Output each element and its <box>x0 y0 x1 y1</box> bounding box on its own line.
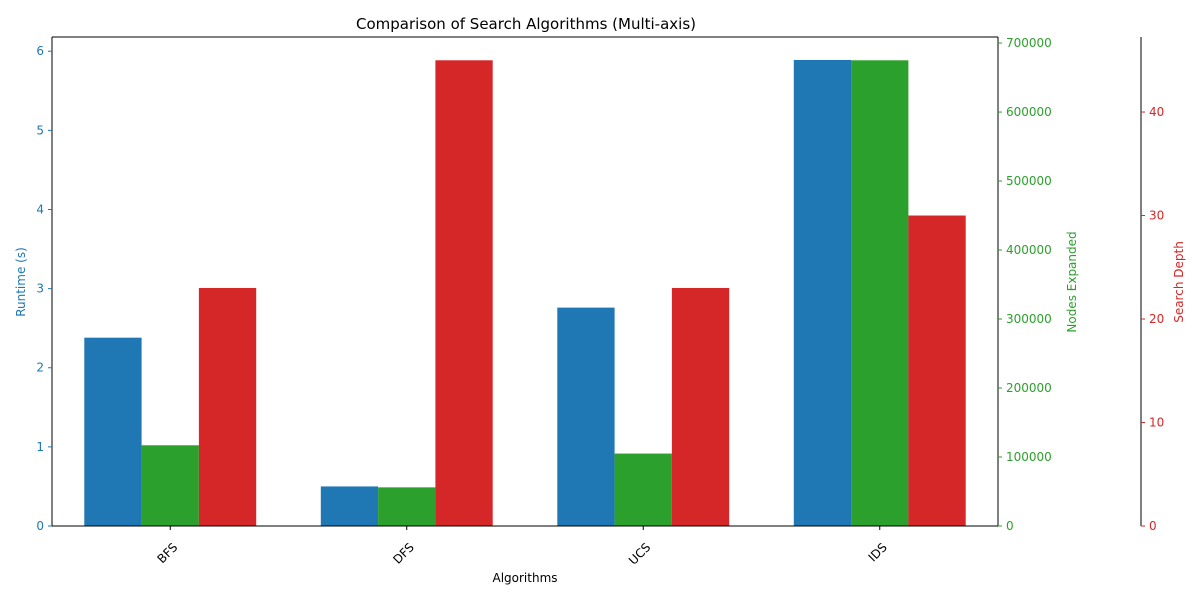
runtime-axis-title: Runtime (s) <box>14 247 28 317</box>
bar-ids-nodes-expanded <box>851 60 909 526</box>
runtime-axis-tick-label: 1 <box>36 440 44 454</box>
bar-ucs-search-depth <box>671 287 730 526</box>
depth-axis-tick-label: 20 <box>1149 312 1164 326</box>
nodes-axis-tick-label: 600000 <box>1006 105 1052 119</box>
runtime-axis-tick-label: 0 <box>36 519 44 533</box>
nodes-axis-tick-label: 200000 <box>1006 381 1052 395</box>
bars-group <box>84 59 966 526</box>
nodes-axis-tick-label: 0 <box>1006 519 1014 533</box>
depth-axis-tick-label: 10 <box>1149 416 1164 430</box>
x-tick-label: IDS <box>866 540 890 564</box>
bar-ucs-nodes-expanded <box>614 453 672 526</box>
nodes-axis-tick-label: 100000 <box>1006 450 1052 464</box>
nodes-axis-tick-label: 500000 <box>1006 174 1052 188</box>
depth-axis-tick-label: 40 <box>1149 105 1164 119</box>
nodes-axis-title: Nodes Expanded <box>1065 231 1079 332</box>
x-tick-label: DFS <box>390 540 417 567</box>
bar-bfs-runtime-s <box>84 337 142 526</box>
runtime-axis-tick-label: 5 <box>36 123 44 137</box>
bar-dfs-search-depth <box>435 60 493 526</box>
nodes-axis-tick-label: 400000 <box>1006 243 1052 257</box>
runtime-axis-tick-label: 2 <box>36 361 44 375</box>
bar-ucs-runtime-s <box>557 307 615 526</box>
bar-dfs-runtime-s <box>320 486 379 526</box>
depth-axis-tick-label: 30 <box>1149 209 1164 223</box>
x-tick-label: UCS <box>626 540 653 567</box>
nodes-axis-tick-label: 300000 <box>1006 312 1052 326</box>
runtime-axis-tick-label: 6 <box>36 44 44 58</box>
x-axis-title: Algorithms <box>492 571 557 585</box>
bar-dfs-nodes-expanded <box>378 487 436 526</box>
runtime-axis-tick-label: 4 <box>36 202 44 216</box>
bar-bfs-search-depth <box>198 287 257 526</box>
nodes-axis-tick-label: 700000 <box>1006 36 1052 50</box>
bar-ids-runtime-s <box>793 59 852 526</box>
depth-axis-title: Search Depth <box>1172 241 1186 323</box>
runtime-axis-tick-label: 3 <box>36 282 44 296</box>
x-tick-label: BFS <box>155 540 181 566</box>
chart-title: Comparison of Search Algorithms (Multi-a… <box>356 15 696 33</box>
bar-bfs-nodes-expanded <box>141 445 199 526</box>
depth-axis-tick-label: 0 <box>1149 519 1157 533</box>
bar-ids-search-depth <box>908 215 966 526</box>
